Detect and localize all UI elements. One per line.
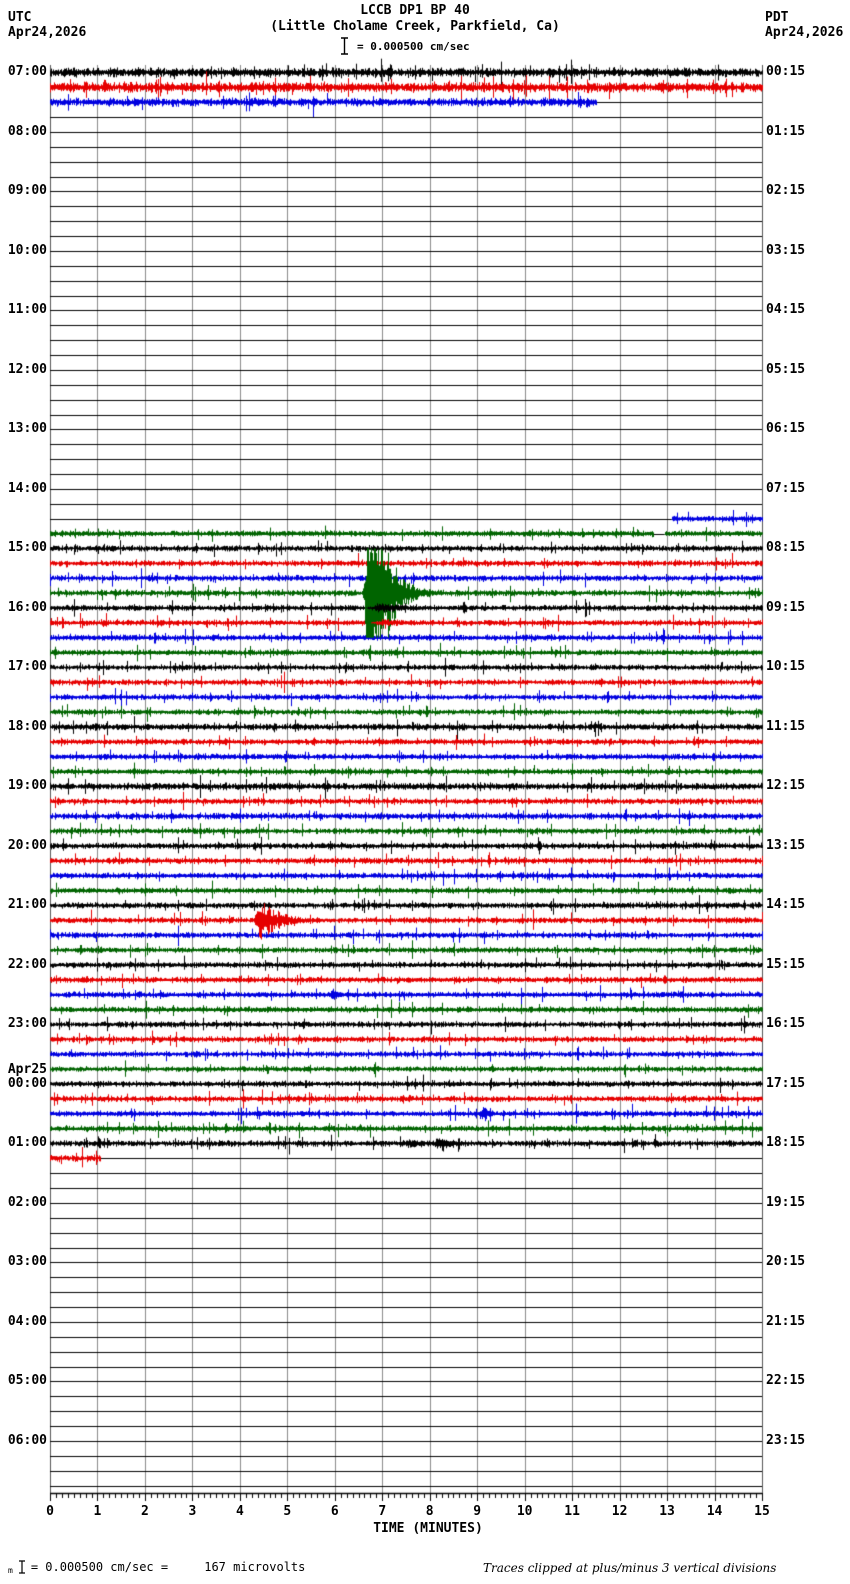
x-axis-title: TIME (MINUTES): [373, 1521, 483, 1536]
pdt-hour-label: 08:15: [766, 540, 806, 556]
pdt-hour-label: 00:15: [766, 64, 806, 80]
utc-tz-label: UTC: [8, 10, 32, 25]
pdt-hour-label: 06:15: [766, 421, 806, 437]
utc-hour-label: 02:00: [7, 1194, 47, 1210]
scale-bar-icon: [341, 37, 348, 55]
pdt-date-start: Apr24,2026: [765, 25, 844, 40]
utc-hour-label: 22:00: [7, 956, 47, 972]
x-tick-label: 7: [378, 1504, 387, 1519]
utc-hour-label: 05:00: [7, 1373, 47, 1389]
utc-hour-label: 12:00: [7, 361, 47, 377]
page-subtitle: (Little Cholame Creek, Parkfield, Ca): [270, 19, 560, 34]
x-tick-label: 15: [754, 1504, 770, 1519]
x-tick-label: 14: [706, 1504, 723, 1519]
pdt-hour-label: 23:15: [766, 1432, 806, 1448]
footer-scale-bar-icon: [18, 1560, 25, 1574]
pdt-hour-label: 05:15: [766, 361, 806, 377]
footer-scale-text: = 0.000500 cm/sec = 167 microvolts: [30, 1560, 306, 1574]
scale-label: = 0.000500 cm/sec: [357, 39, 470, 53]
x-tick-label: 8: [425, 1504, 434, 1519]
x-tick-label: 9: [473, 1504, 482, 1519]
utc-hour-label: 07:00: [7, 64, 47, 80]
utc-hour-label: 13:00: [7, 421, 47, 437]
utc-hour-label: 14:00: [7, 480, 47, 496]
x-tick-label: 5: [283, 1504, 292, 1519]
footer-prefix: m: [8, 1565, 13, 1575]
pdt-hour-label: 13:15: [766, 837, 806, 853]
utc-hour-label: 23:00: [7, 1016, 47, 1032]
utc-hour-label: 09:00: [7, 183, 47, 199]
pdt-hour-label: 15:15: [766, 956, 806, 972]
pdt-hour-label: 10:15: [766, 659, 806, 675]
x-tick-label: 4: [235, 1504, 244, 1519]
footer-scale-note: m = 0.000500 cm/sec = 167 microvolts: [8, 1560, 306, 1575]
pdt-hour-label: 11:15: [766, 718, 806, 734]
footer-clip-note: Traces clipped at plus/minus 3 vertical …: [483, 1561, 777, 1575]
corner-pdt: PDT Apr24,2026: [765, 10, 843, 40]
pdt-hour-label: 21:15: [766, 1313, 806, 1329]
utc-hour-label: 21:00: [7, 897, 47, 913]
x-tick-label: 12: [611, 1504, 628, 1519]
utc-hour-label: 15:00: [7, 540, 47, 556]
pdt-hour-label: 20:15: [766, 1254, 806, 1270]
pdt-hour-label: 19:15: [766, 1194, 806, 1210]
scale-marker: = 0.000500 cm/sec: [340, 37, 470, 55]
x-tick-label: 13: [659, 1504, 675, 1519]
utc-hour-label: 03:00: [7, 1254, 47, 1270]
page-title: LCCB DP1 BP 40: [360, 3, 470, 18]
x-tick-label: 2: [141, 1504, 149, 1519]
utc-hour-label: 17:00: [7, 659, 47, 675]
pdt-hour-label: 17:15: [766, 1075, 806, 1091]
utc-hour-label: 10:00: [7, 242, 47, 258]
utc-hour-label: 16:00: [7, 599, 47, 615]
utc-date-start: Apr24,2026: [8, 25, 87, 40]
pdt-hour-label: 18:15: [766, 1135, 806, 1151]
utc-hour-label: 20:00: [7, 837, 47, 853]
utc-hour-label: 00:00: [7, 1075, 47, 1091]
x-tick-label: 6: [330, 1504, 339, 1519]
pdt-hour-label: 07:15: [766, 480, 806, 496]
utc-date-label: Apr25: [7, 1061, 47, 1077]
utc-hour-label: 01:00: [7, 1135, 47, 1151]
utc-hour-label: 18:00: [7, 718, 47, 734]
utc-hour-label: 19:00: [7, 778, 47, 794]
pdt-hour-label: 14:15: [766, 897, 806, 913]
pdt-hour-label: 22:15: [766, 1373, 806, 1389]
pdt-hour-label: 01:15: [766, 123, 806, 139]
utc-hour-label: 06:00: [7, 1432, 47, 1448]
pdt-hour-label: 16:15: [766, 1016, 806, 1032]
pdt-hour-label: 09:15: [766, 599, 806, 615]
x-tick-label: 11: [564, 1504, 580, 1519]
pdt-hour-label: 04:15: [766, 302, 806, 318]
x-tick-label: 10: [516, 1504, 533, 1519]
utc-hour-label: 11:00: [7, 302, 47, 318]
x-tick-label: 3: [188, 1504, 197, 1519]
x-tick-label: 1: [93, 1504, 102, 1519]
pdt-hour-label: 02:15: [766, 183, 806, 199]
utc-hour-label: 04:00: [7, 1313, 47, 1329]
corner-utc: UTC Apr24,2026: [8, 10, 86, 40]
utc-hour-label: 08:00: [7, 123, 47, 139]
pdt-tz-label: PDT: [765, 10, 789, 25]
pdt-hour-label: 03:15: [766, 242, 806, 258]
x-tick-label: 0: [46, 1504, 54, 1519]
pdt-hour-label: 12:15: [766, 778, 806, 794]
